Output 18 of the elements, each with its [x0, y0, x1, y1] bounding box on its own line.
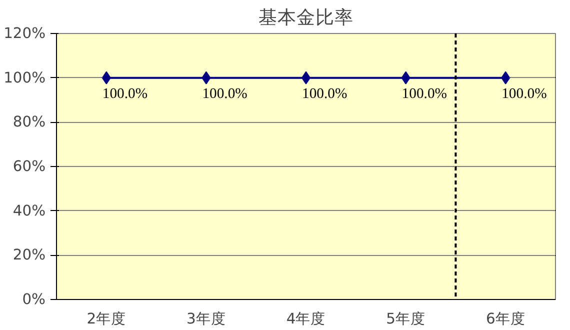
y-tick-label: 60%: [12, 158, 46, 175]
x-tick-label: 2年度: [86, 310, 126, 328]
data-label: 100.0%: [502, 86, 547, 102]
data-label: 100.0%: [102, 86, 148, 102]
x-tick-label: 3年度: [186, 310, 226, 328]
data-label: 100.0%: [402, 86, 447, 102]
y-tick-label: 80%: [12, 114, 46, 131]
y-tick-label: 120%: [4, 25, 46, 42]
y-tick-label: 0%: [22, 291, 46, 308]
y-tick-label: 20%: [12, 246, 46, 264]
chart-title: 基本金比率: [258, 6, 354, 28]
y-tick-label: 100%: [4, 69, 46, 86]
data-label: 100.0%: [202, 86, 248, 102]
y-tick-label: 40%: [12, 202, 46, 220]
data-label: 100.0%: [302, 86, 348, 102]
x-tick-label: 6年度: [486, 310, 526, 328]
x-tick-label: 5年度: [386, 310, 426, 328]
x-tick-label: 4年度: [286, 310, 326, 328]
